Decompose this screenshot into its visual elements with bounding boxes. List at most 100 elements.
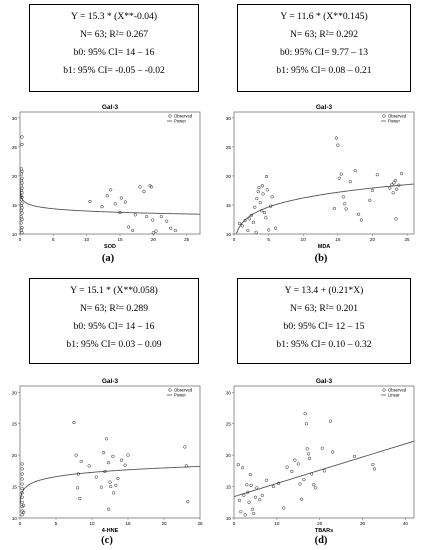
data-point	[19, 221, 23, 225]
chart-title: Gal-3	[316, 378, 333, 385]
equation-b1-ci: b1: 95% CI= 0.03 – 0.09	[66, 339, 162, 350]
plot-area	[19, 111, 201, 235]
y-tick-label: 25	[12, 422, 18, 427]
x-tick-label: 30	[360, 521, 366, 526]
data-point	[123, 463, 127, 467]
legend-observed-label: Observed	[174, 388, 193, 393]
data-point	[304, 422, 309, 426]
y-tick-label: 15	[12, 485, 18, 490]
data-point	[348, 180, 352, 184]
data-point	[183, 445, 187, 449]
fit-line	[236, 183, 414, 234]
plot-area	[233, 111, 415, 235]
x-axis-label: SOD	[104, 244, 116, 250]
data-point	[240, 224, 244, 228]
data-point	[22, 510, 26, 514]
x-tick-label: 5	[55, 521, 58, 526]
equation-n-r2: N= 63; R²= 0.201	[289, 303, 359, 314]
data-point	[119, 458, 124, 462]
equation-model: Y = 13.4 + (0.21*X)	[284, 285, 364, 296]
scatter-chart-c: Gal-3 10 15 20 25 30 0 5 10 15 20 25 4-HNE ObservedPo…	[12, 378, 203, 534]
data-point	[20, 500, 24, 504]
panel-label-b: (b)	[314, 253, 328, 264]
data-point	[101, 451, 106, 455]
data-point	[243, 513, 247, 517]
equation-box-c: Y = 15.1 * (X**0.058) N= 63; R²= 0.289 b…	[29, 278, 199, 364]
data-point	[330, 450, 335, 454]
data-point	[353, 169, 357, 173]
data-point	[100, 205, 104, 209]
equation-b0-ci: b0: 95% CI= 12 – 15	[283, 321, 365, 332]
data-point	[296, 462, 300, 466]
equation-n-r2: N= 63; R²= 0.292	[289, 29, 359, 40]
data-point	[22, 503, 26, 508]
data-point	[106, 461, 111, 465]
y-tick-label: 30	[12, 390, 18, 395]
y-tick-label: 30	[226, 116, 232, 121]
y-tick-label: 10	[12, 516, 18, 521]
data-point	[20, 462, 24, 466]
data-point	[255, 196, 259, 201]
x-tick-label: 10	[89, 521, 95, 526]
legend-fit-label: Linear	[388, 393, 400, 398]
y-tick-label: 30	[226, 390, 232, 395]
x-tick-label: 0	[233, 521, 236, 526]
data-point	[250, 507, 255, 511]
legend-observed-marker	[382, 114, 386, 118]
legend-observed-label: Observed	[174, 114, 193, 119]
data-point	[20, 217, 24, 222]
data-point	[138, 185, 142, 189]
data-point	[116, 476, 120, 481]
data-point	[99, 485, 103, 489]
equation-box-b: Y = 11.6 * (X**0.145) N= 63; R²= 0.292 b…	[237, 4, 411, 92]
x-tick-label: 15	[125, 521, 131, 526]
chart-title: Gal-3	[102, 104, 119, 111]
data-point	[151, 218, 155, 222]
x-tick-label: 20	[161, 521, 167, 526]
data-point	[20, 477, 24, 481]
x-tick-label: 20	[370, 237, 376, 242]
legend-observed-label: Observed	[388, 114, 407, 119]
data-point	[133, 213, 137, 217]
x-tick-label: 25	[405, 237, 411, 242]
x-tick-label: 10	[301, 237, 307, 242]
x-tick-label: 15	[117, 237, 123, 242]
data-point	[260, 493, 264, 497]
y-tick-label: 10	[226, 232, 232, 237]
data-point	[270, 195, 274, 199]
x-tick-label: 5	[52, 237, 55, 242]
data-point	[390, 183, 394, 187]
data-point	[302, 478, 306, 482]
x-tick-label: 25	[184, 237, 190, 242]
equation-model: Y = 15.3 * (X**-0.04)	[70, 11, 158, 22]
data-point	[105, 194, 109, 198]
y-tick-label: 15	[12, 203, 18, 208]
x-tick-label: 0	[19, 521, 22, 526]
data-point	[103, 469, 107, 474]
y-tick-label: 25	[226, 422, 232, 427]
data-point	[149, 185, 153, 189]
data-point	[249, 483, 253, 487]
data-point	[341, 195, 345, 199]
data-point	[131, 228, 135, 233]
data-point	[309, 472, 314, 476]
y-tick-label: 25	[226, 145, 232, 150]
data-point	[253, 495, 258, 499]
data-point	[246, 228, 250, 233]
data-point	[240, 466, 245, 470]
data-point	[269, 204, 273, 208]
equation-b1-ci: b1: 95% CI= 0.10 – 0.32	[276, 339, 372, 350]
data-point	[371, 462, 375, 467]
data-point	[19, 194, 23, 198]
y-tick-label: 10	[226, 516, 232, 521]
data-point	[247, 217, 251, 221]
data-point	[20, 486, 24, 491]
scatter-chart-a: Gal-3 10 15 20 25 30 0 5 10 15 20 25 SOD ObservedPowe…	[12, 104, 201, 250]
data-point	[106, 507, 111, 511]
data-point	[282, 506, 286, 510]
data-point	[159, 214, 163, 219]
data-point	[145, 214, 149, 219]
data-point	[273, 226, 278, 230]
data-point	[19, 172, 23, 176]
